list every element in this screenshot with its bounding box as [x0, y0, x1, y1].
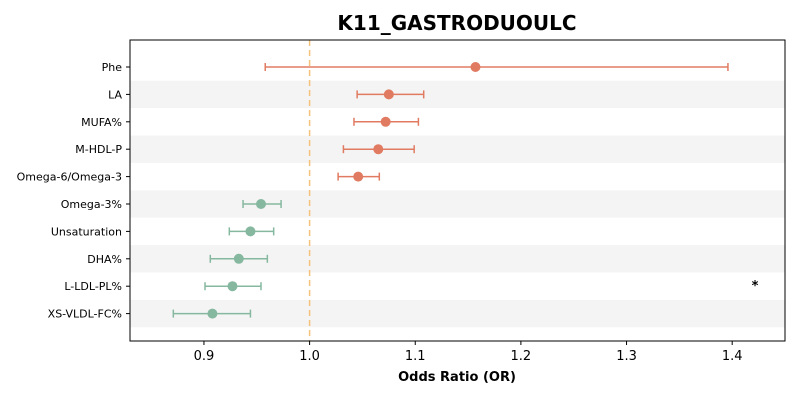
- or-point: [383, 89, 394, 100]
- y-tick-label: XS-VLDL-FC%: [48, 308, 122, 321]
- row-band: [130, 190, 785, 218]
- row-bands: [130, 80, 785, 328]
- or-point: [373, 144, 384, 155]
- y-tick-label: L-LDL-PL%: [64, 280, 122, 293]
- or-point: [470, 62, 481, 72]
- or-point: [256, 199, 266, 209]
- or-point: [227, 281, 238, 292]
- or-point: [207, 308, 218, 319]
- or-point: [233, 253, 244, 264]
- x-tick-label: 0.9: [194, 349, 215, 364]
- y-tick-label: DHA%: [87, 253, 122, 266]
- x-tick-label: 1.4: [722, 349, 743, 364]
- annotations: *: [752, 279, 759, 294]
- or-point: [380, 116, 391, 127]
- x-axis-label: Odds Ratio (OR): [398, 370, 516, 385]
- or-point: [245, 226, 256, 237]
- y-tick-label: Unsaturation: [51, 225, 122, 238]
- or-point: [353, 171, 364, 182]
- plot-frame: [129, 39, 786, 342]
- y-tick-label: Omega-6/Omega-3: [17, 171, 122, 184]
- chart-title: K11_GASTRODUOULC: [337, 11, 576, 35]
- x-tick-label: 1.2: [511, 349, 532, 364]
- y-tick-label: LA: [108, 88, 122, 101]
- x-tick-label: 1.3: [616, 349, 637, 364]
- y-tick-label: Omega-3%: [61, 198, 122, 211]
- y-tick-label: MUFA%: [81, 116, 122, 129]
- significance-marker: *: [752, 279, 759, 294]
- y-tick-labels: Phe LA MUFA% M-HDL-P Omega-6/Omega-3 Omega-3%…: [17, 61, 130, 321]
- row-band: [130, 135, 785, 163]
- x-tick-label: 1.1: [405, 349, 426, 364]
- row-band: [130, 80, 785, 109]
- data-marks: [172, 62, 729, 319]
- y-tick-label: Phe: [102, 61, 123, 74]
- x-tick-label: 1.0: [299, 349, 320, 364]
- y-tick-label: M-HDL-P: [75, 143, 122, 156]
- x-axis-ticks: 0.9 1.0 1.1 1.2 1.3 1.4: [194, 341, 743, 364]
